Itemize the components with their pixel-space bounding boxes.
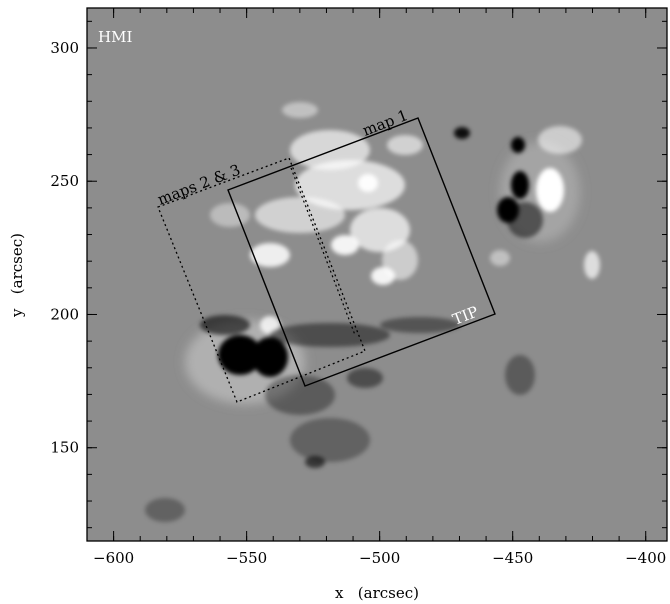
x-axis-ticks: −600 −550 −500 −450 −400 xyxy=(86,8,666,567)
x-tick-label: −400 xyxy=(625,549,666,567)
x-tick-label: −450 xyxy=(492,549,533,567)
y-tick-label: 200 xyxy=(50,305,79,323)
x-axis-title: x (arcsec) xyxy=(335,584,419,602)
map-1-field-of-view xyxy=(227,117,496,387)
y-tick-label: 250 xyxy=(50,172,79,190)
y-tick-label: 300 xyxy=(50,39,79,57)
y-axis-ticks: 300 250 200 150 xyxy=(50,20,667,529)
x-tick-label: −600 xyxy=(93,549,134,567)
hmi-label: HMI xyxy=(98,28,132,46)
plot-frame xyxy=(86,7,668,542)
negative-polarity-regions xyxy=(145,127,543,522)
y-tick-label: 150 xyxy=(50,439,79,457)
x-tick-label: −550 xyxy=(226,549,267,567)
magnetogram-image: HMI map 1 maps 2 & 3 TIP xyxy=(87,8,667,541)
x-tick-label: −500 xyxy=(359,549,400,567)
y-axis-title: y (arcsec) xyxy=(8,233,26,318)
maps-2-3-field-of-view xyxy=(157,157,366,403)
